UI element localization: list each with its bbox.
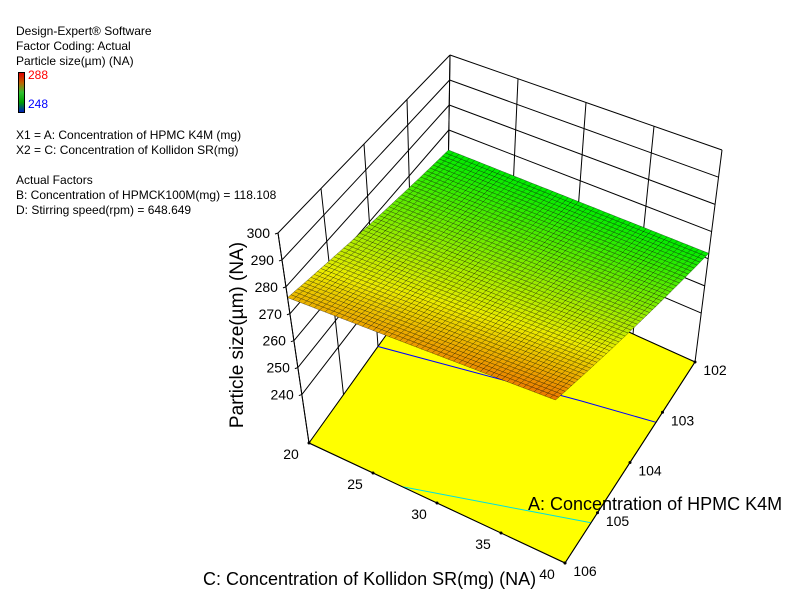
z-tick-label: 300 <box>247 225 271 241</box>
actual-factor-b: B: Concentration of HPMCK100M(mg) = 118.… <box>16 188 277 202</box>
wall-gridline <box>694 149 723 363</box>
z-axis-tick <box>282 286 287 289</box>
x2-definition: X2 = C: Concentration of Kollidon SR(mg) <box>16 143 239 157</box>
z-axis-tick <box>298 394 303 397</box>
x1-definition: X1 = A: Concentration of HPMC K4M (mg) <box>16 128 242 142</box>
color-scale-min: 248 <box>28 97 49 111</box>
c-axis-tick <box>435 501 439 505</box>
floor-contour-line <box>377 346 657 423</box>
c-tick-label: 30 <box>411 506 427 522</box>
z-axis-tick <box>274 232 279 235</box>
actual-factor-d: D: Stirring speed(rpm) = 648.649 <box>16 203 192 217</box>
z-axis-title: Particle size(µm) (NA) <box>227 242 248 428</box>
axes: 240 250 260 270 280 290 300 20 25 30 35 40 102 103 104… <box>247 225 727 582</box>
a-axis-tick <box>596 511 599 515</box>
a-tick-label: 103 <box>671 412 695 428</box>
software-name: Design-Expert® Software <box>16 24 152 38</box>
a-tick-label: 105 <box>606 513 630 529</box>
c-tick-label: 20 <box>283 446 299 462</box>
z-tick-label: 280 <box>255 279 279 295</box>
a-axis-title: A: Concentration of HPMC K4M <box>528 494 782 514</box>
a-tick-label: 104 <box>638 463 662 479</box>
a-axis-tick <box>628 461 632 464</box>
z-axis-tick <box>290 340 295 343</box>
a-tick-label: 106 <box>573 563 597 579</box>
z-axis-tick <box>278 259 283 262</box>
c-tick-label: 25 <box>347 476 363 492</box>
response-surface <box>287 149 710 401</box>
c-axis-tick <box>371 471 375 475</box>
z-axis-tick <box>294 367 299 370</box>
color-scale-bar <box>18 72 25 113</box>
z-tick-label: 290 <box>251 252 275 268</box>
a-tick-label: 102 <box>703 362 727 378</box>
z-axis-line <box>277 232 310 444</box>
floor-contour-line <box>402 486 592 524</box>
z-tick-label: 240 <box>270 387 294 403</box>
c-tick-label: 40 <box>539 566 555 582</box>
c-axis-tick <box>499 531 503 535</box>
a-axis-tick <box>693 360 697 364</box>
a-axis-tick <box>563 561 567 565</box>
color-scale-max: 288 <box>28 68 49 82</box>
z-tick-label: 250 <box>267 360 291 376</box>
c-axis-tick <box>307 441 311 445</box>
response-name: Particle size(µm) (NA) <box>16 54 134 68</box>
factor-coding: Factor Coding: Actual <box>16 39 131 53</box>
surface-cell <box>549 394 560 401</box>
actual-factors-title: Actual Factors <box>16 173 93 187</box>
c-axis-title: C: Concentration of Kollidon SR(mg) (NA) <box>203 569 536 589</box>
z-tick-label: 270 <box>259 306 283 322</box>
a-axis-tick <box>661 410 664 414</box>
z-tick-label: 260 <box>263 333 287 349</box>
c-tick-label: 35 <box>475 536 491 552</box>
z-axis-tick <box>286 313 291 316</box>
